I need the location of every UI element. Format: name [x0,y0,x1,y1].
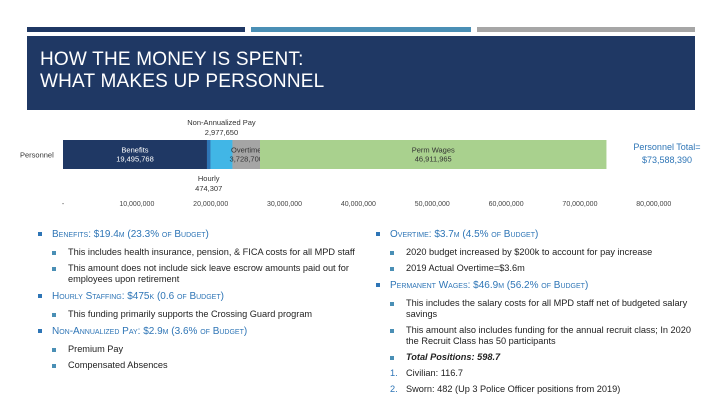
perm-wages-item: This includes the salary costs for all M… [376,298,706,320]
x-tick-label: 70,000,000 [562,201,597,208]
segment-name-perm-wages: Perm Wages [412,146,455,155]
benefits-heading: Benefits: $19.4m (23.3% of Budget) [38,228,358,241]
segment-name-non-annualized-pay: Non-Annualized Pay [187,118,256,127]
bullet-square-icon [38,232,42,236]
top-accent-bars [27,27,695,32]
right-column: Overtime: $3.7m (4.5% of Budget) 2020 bu… [376,228,706,400]
non-annualized-item: Premium Pay [38,344,358,355]
benefits-item: This includes health insurance, pension,… [38,247,358,258]
hourly-item: This funding primarily supports the Cros… [38,309,358,320]
non-annualized-heading: Non-Annualized Pay: $2.9m (3.6% of Budge… [38,325,358,338]
bullet-square-icon [38,294,42,298]
x-tick-label: 10,000,000 [119,201,154,208]
x-tick-label: 30,000,000 [267,201,302,208]
accent-bar-blue [251,27,471,32]
segment-value-perm-wages: 46,911,965 [415,155,452,164]
bullet-square-icon [390,328,394,333]
segment-name-hourly: Hourly [198,174,220,183]
bullet-square-icon [52,347,56,352]
benefits-item: This amount does not include sick leave … [38,263,358,285]
x-tick-label: - [62,201,65,208]
total-positions: Total Positions: 598.7 [376,352,706,363]
segment-value-benefits: 19,495,768 [116,155,154,164]
positions-civilian: 1. Civilian: 116.7 [390,368,464,378]
bullet-square-icon [376,283,380,287]
bullet-square-icon [52,266,56,271]
bullet-square-icon [390,250,394,255]
x-tick-label: 20,000,000 [193,201,228,208]
x-tick-label: 60,000,000 [489,201,524,208]
slide-title-line-1: HOW THE MONEY IS SPENT: [40,49,304,70]
segment-value-hourly: 474,307 [195,184,222,193]
total-label-line-1: Personnel Total= [633,142,700,152]
hourly-heading: Hourly Staffing: $475k (0.6 of Budget) [38,290,358,303]
x-tick-label: 50,000,000 [415,201,450,208]
segment-value-overtime: 3,728,700 [230,155,263,164]
bar-segment-overtime [232,140,261,169]
bullet-square-icon [390,301,394,306]
positions-sworn: 2. Sworn: 482 (Up 3 Police Officer positi… [390,384,621,394]
bar-segment-non-annualized-pay [210,140,233,169]
bullet-square-icon [390,266,394,271]
bar-segment-benefits [63,140,207,169]
total-label-line-2: $73,588,390 [642,155,692,165]
perm-wages-heading: Permanent Wages: $46.9m (56.2% of Budget… [376,279,706,292]
segment-value-non-annualized-pay: 2,977,650 [205,128,238,137]
slide-title-line-2: WHAT MAKES UP PERSONNEL [40,71,325,92]
segment-name-overtime: Overtime [231,146,261,155]
category-label: Personnel [20,151,54,160]
bullet-square-icon [376,232,380,236]
accent-bar-dark [27,27,245,32]
overtime-item: 2019 Actual Overtime=$3.6m [376,263,706,274]
perm-wages-item: This amount also includes funding for th… [376,325,706,347]
overtime-heading: Overtime: $3.7m (4.5% of Budget) [376,228,706,241]
x-tick-label: 80,000,000 [636,201,671,208]
bullet-square-icon [52,363,56,368]
non-annualized-item: Compensated Absences [38,360,358,371]
bullet-square-icon [38,329,42,333]
bullet-square-icon [52,250,56,255]
left-column: Benefits: $19.4m (23.3% of Budget) This … [38,228,358,376]
bar-segment-perm-wages [260,140,607,169]
x-tick-label: 40,000,000 [341,201,376,208]
accent-bar-gray [477,27,695,32]
overtime-item: 2020 budget increased by $200k to accoun… [376,247,706,258]
bullet-square-icon [52,312,56,317]
bar-segment-hourly [206,140,211,169]
segment-name-benefits: Benefits [121,146,148,155]
bullet-square-icon [390,355,394,360]
title-banner: HOW THE MONEY IS SPENT: WHAT MAKES UP PE… [27,36,695,110]
